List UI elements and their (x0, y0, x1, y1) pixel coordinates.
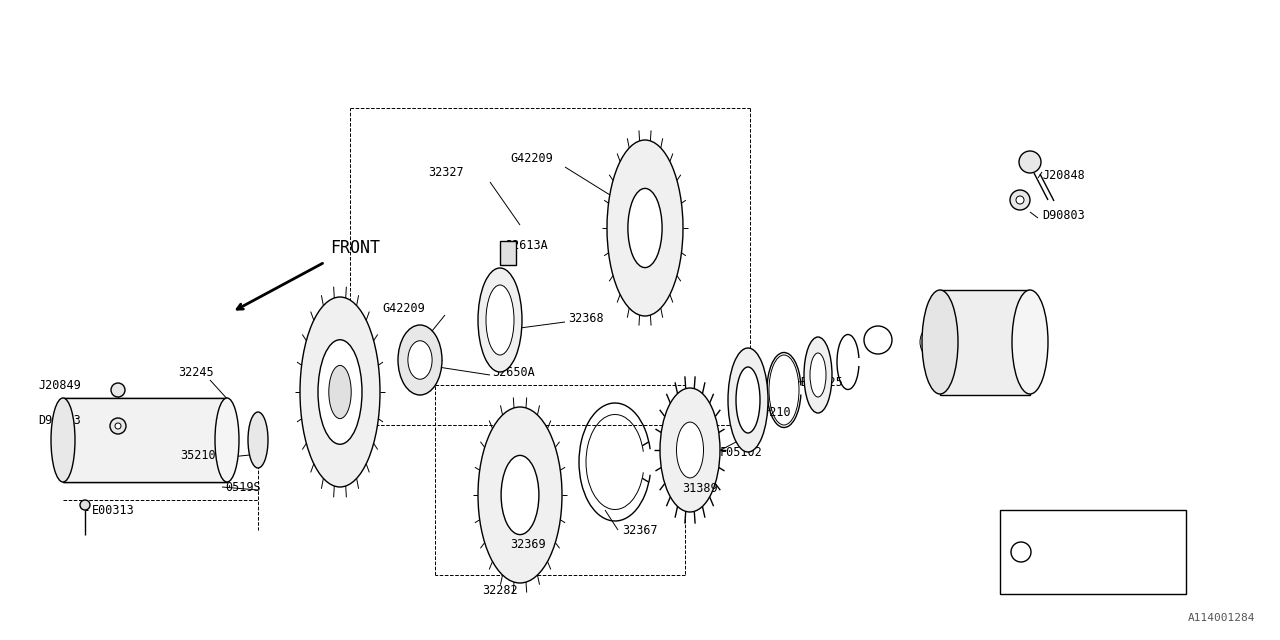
Text: 32367: 32367 (622, 524, 658, 536)
Ellipse shape (677, 422, 704, 478)
Ellipse shape (500, 456, 539, 534)
Ellipse shape (922, 290, 957, 394)
Ellipse shape (51, 398, 76, 482)
Text: E00313: E00313 (92, 504, 134, 516)
Text: F01903: F01903 (1056, 545, 1100, 559)
Ellipse shape (628, 188, 662, 268)
Text: 32650A: 32650A (492, 365, 535, 378)
Circle shape (524, 472, 534, 483)
Text: D90803: D90803 (1042, 209, 1084, 221)
Text: A114001284: A114001284 (1188, 613, 1254, 623)
Circle shape (1011, 542, 1030, 562)
Bar (940, 290, 1030, 395)
Text: 32327: 32327 (428, 166, 463, 179)
Text: 1: 1 (1018, 547, 1024, 557)
Text: J20848: J20848 (1042, 168, 1084, 182)
Text: 32245: 32245 (178, 365, 214, 378)
Ellipse shape (477, 268, 522, 372)
Text: 32613A: 32613A (506, 239, 548, 252)
Text: 32282: 32282 (483, 584, 518, 596)
Ellipse shape (804, 337, 832, 413)
Circle shape (1010, 190, 1030, 210)
Ellipse shape (329, 365, 351, 419)
Circle shape (250, 432, 266, 448)
Circle shape (507, 508, 517, 517)
Text: T=1.60: T=1.60 (1129, 545, 1171, 559)
Ellipse shape (728, 348, 768, 452)
Ellipse shape (408, 340, 433, 380)
Text: G42209: G42209 (381, 301, 425, 314)
Text: T=1.72: T=1.72 (1129, 573, 1171, 586)
Text: 35210: 35210 (180, 449, 215, 461)
Text: J20849: J20849 (38, 378, 81, 392)
Circle shape (864, 326, 892, 354)
Text: F05102: F05102 (719, 445, 763, 458)
Ellipse shape (736, 367, 760, 433)
Circle shape (55, 414, 70, 430)
Text: 0519S: 0519S (225, 481, 261, 493)
Ellipse shape (486, 285, 515, 355)
Bar (1000, 510, 1187, 594)
Text: F01901: F01901 (1056, 573, 1100, 586)
Text: 32368: 32368 (568, 312, 604, 324)
Text: FRONT: FRONT (330, 239, 380, 257)
Text: 32234: 32234 (932, 335, 968, 349)
Ellipse shape (248, 412, 268, 468)
Circle shape (1016, 196, 1024, 204)
Bar (500, 241, 516, 265)
Text: 35210: 35210 (755, 406, 791, 419)
Ellipse shape (660, 388, 719, 512)
Circle shape (524, 508, 534, 517)
Text: D90803: D90803 (38, 413, 81, 426)
Circle shape (115, 423, 122, 429)
Circle shape (920, 322, 960, 362)
Text: 31389: 31389 (682, 481, 718, 495)
Ellipse shape (398, 325, 442, 395)
Bar (63, 398, 227, 482)
Text: T=1.50: T=1.50 (1129, 518, 1171, 531)
Ellipse shape (477, 407, 562, 583)
Ellipse shape (810, 353, 826, 397)
Circle shape (1021, 334, 1038, 350)
Text: D02225: D02225 (800, 376, 842, 388)
Circle shape (111, 383, 125, 397)
Ellipse shape (300, 297, 380, 487)
Text: 0313S: 0313S (1060, 518, 1096, 531)
Circle shape (1019, 151, 1041, 173)
Text: 32369: 32369 (509, 538, 545, 552)
Ellipse shape (607, 140, 684, 316)
Circle shape (79, 500, 90, 510)
Circle shape (507, 472, 517, 483)
Text: 1: 1 (874, 333, 882, 346)
Text: G42209: G42209 (509, 152, 553, 164)
Ellipse shape (317, 340, 362, 444)
Ellipse shape (769, 355, 799, 425)
Ellipse shape (1012, 290, 1048, 394)
Ellipse shape (215, 398, 239, 482)
Circle shape (110, 418, 125, 434)
Circle shape (55, 450, 70, 466)
